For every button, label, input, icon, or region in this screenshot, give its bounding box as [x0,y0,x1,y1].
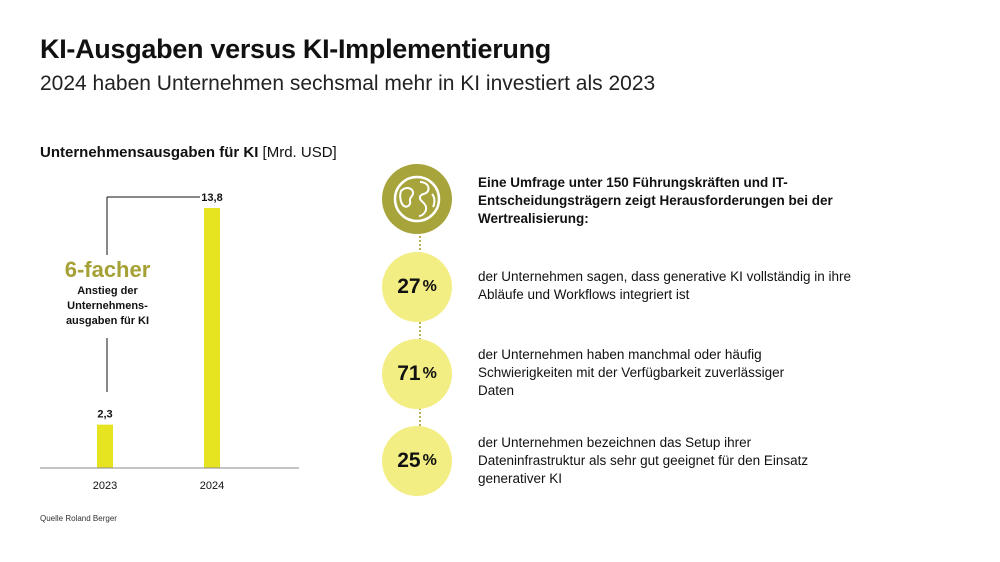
x-tick-label-2023: 2023 [93,480,117,492]
growth-text-line3: ausgaben für KI [65,315,150,327]
x-tick-label-2024: 2024 [200,480,224,492]
growth-annotation: 6-facher Anstieg der Unternehmens- ausga… [40,258,175,329]
bar-2024 [204,208,220,468]
value-label-2024: 13,8 [201,192,222,204]
bar-2023 [97,424,113,468]
page-subtitle: 2024 haben Unternehmen sechsmal mehr in … [40,72,656,95]
value-label-2023: 2,3 [97,409,112,421]
growth-text-line1: Anstieg der [77,285,138,297]
growth-text: Anstieg der Unternehmens- ausgaben für K… [40,284,175,329]
stat-unit: % [422,452,437,469]
stat-unit: % [422,365,437,382]
bars-group: 2,3 2023 13,8 2024 [93,192,224,492]
growth-text-line2: Unternehmens- [67,300,148,312]
stat-text-2: der Unternehmen haben manchmal oder häuf… [478,347,785,398]
stat-value: 25 [397,449,421,472]
growth-highlight: 6-facher [64,257,151,282]
globe-icon [382,164,452,234]
connector-dots [419,408,421,426]
source-note: Quelle Roland Berger [40,514,117,523]
chart-heading-label: Unternehmensausgaben für KI [40,144,259,161]
connector-dots [419,236,421,254]
chart-heading: Unternehmensausgaben für KI [Mrd. USD] [40,144,337,161]
chart-heading-unit: [Mrd. USD] [262,144,337,161]
stat-text-1: der Unternehmen sagen, dass generative K… [478,269,851,302]
stat-circle-1: 27% [382,252,452,322]
stat-circle-3: 25% [382,426,452,496]
survey-intro: Eine Umfrage unter 150 Führungskräften u… [478,175,833,226]
stat-unit: % [422,278,437,295]
page-title: KI-Ausgaben versus KI-Implementierung [40,34,551,64]
stat-circle-2: 71% [382,339,452,409]
stat-text-3: der Unternehmen bezeichnen das Setup ihr… [478,435,809,486]
bar-chart: 2,3 2023 13,8 2024 [40,192,299,492]
stat-value: 71 [397,362,421,385]
stat-value: 27 [397,275,421,298]
connector-dots [419,322,421,340]
